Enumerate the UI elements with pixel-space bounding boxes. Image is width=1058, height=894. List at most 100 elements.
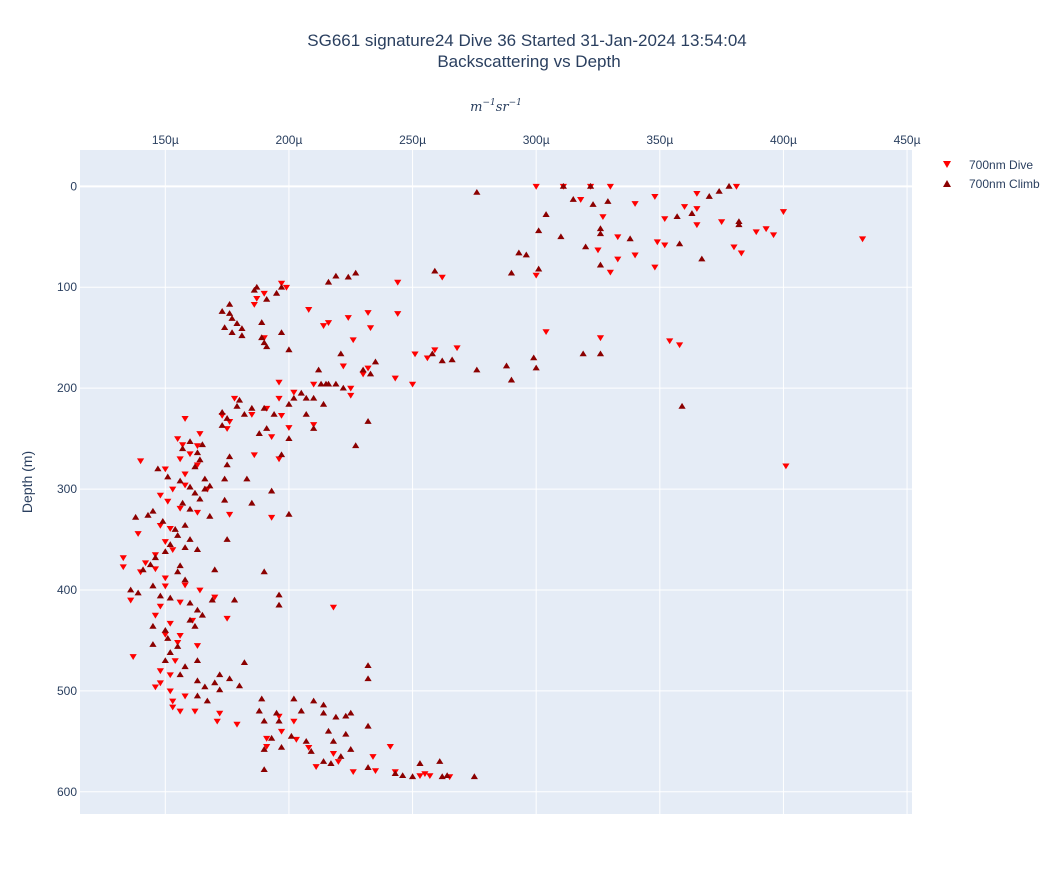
dive-point — [391, 375, 399, 382]
dive-point — [216, 710, 224, 717]
climb-point — [193, 449, 202, 456]
dive-point — [156, 492, 164, 499]
legend-item-climb[interactable]: 700nm Climb — [943, 177, 1040, 191]
dive-point — [250, 301, 258, 308]
climb-point — [186, 505, 194, 512]
climb-point — [221, 324, 229, 331]
climb-point — [191, 463, 199, 470]
dive-point — [275, 456, 283, 463]
climb-point — [223, 415, 231, 421]
dive-point — [193, 509, 202, 516]
climb-point — [310, 394, 318, 401]
legend-dive-label: 700nm Dive — [969, 158, 1033, 172]
dive-point — [614, 256, 622, 263]
climb-point — [297, 389, 305, 396]
y-tick-label: 0 — [70, 179, 77, 193]
climb-point — [181, 576, 189, 583]
dive-point — [129, 654, 137, 660]
climb-point — [399, 772, 407, 779]
climb-point — [285, 510, 293, 517]
x-tick-label: 250µ — [399, 133, 426, 147]
climb-point — [230, 596, 239, 603]
climb-point — [443, 772, 451, 779]
y-tick-label: 600 — [57, 785, 77, 799]
climb-point — [174, 568, 182, 575]
dive-point — [324, 320, 333, 326]
climb-point — [324, 278, 333, 285]
dive-point — [230, 395, 239, 402]
dive-point — [166, 620, 174, 627]
dive-point — [169, 486, 177, 493]
climb-point — [391, 770, 399, 777]
dive-point — [421, 771, 429, 778]
climb-point — [507, 376, 516, 383]
dive-point — [290, 389, 298, 396]
climb-point — [698, 255, 706, 262]
climb-point — [144, 511, 152, 518]
climb-point — [364, 662, 372, 669]
climb-point — [275, 601, 283, 608]
climb-point — [270, 410, 278, 417]
climb-point — [154, 465, 162, 472]
climb-point — [225, 300, 234, 307]
dive-point — [614, 234, 622, 241]
climb-point — [181, 544, 189, 550]
climb-point — [596, 261, 605, 268]
dive-point — [737, 250, 745, 257]
dive-point — [631, 201, 639, 207]
climb-point — [272, 289, 281, 296]
dive-point — [438, 274, 446, 281]
legend: 700nm Dive 700nm Climb — [943, 158, 1040, 191]
climb-point — [364, 418, 372, 424]
legend-item-dive[interactable]: 700nm Dive — [943, 158, 1033, 172]
climb-point — [366, 370, 375, 377]
climb-point — [258, 334, 266, 341]
dive-point — [196, 431, 204, 437]
climb-point — [342, 712, 350, 719]
climb-point — [569, 196, 577, 202]
climb-point — [193, 692, 202, 699]
climb-point — [626, 235, 634, 242]
dive-point — [577, 197, 585, 203]
dive-point — [151, 684, 160, 691]
dive-point — [119, 555, 127, 562]
climb-point — [206, 512, 214, 519]
dive-point — [169, 698, 177, 705]
climb-point — [228, 329, 236, 336]
climb-point — [174, 643, 182, 649]
dive-point — [213, 718, 221, 725]
climb-point — [535, 227, 543, 234]
climb-point — [263, 343, 271, 350]
chart-title: SG661 signature24 Dive 36 Started 31-Jan… — [307, 31, 746, 50]
climb-point — [364, 722, 372, 729]
dive-point — [606, 269, 614, 276]
dive-point — [416, 773, 424, 780]
climb-point — [139, 566, 147, 573]
dive-point — [191, 708, 199, 715]
climb-point — [193, 677, 202, 684]
dive-point — [225, 511, 234, 518]
climb-point — [223, 536, 231, 542]
data-points — [119, 182, 867, 781]
dive-point — [431, 347, 439, 354]
climb-point — [287, 732, 295, 739]
dive-point — [166, 526, 174, 532]
climb-point — [186, 616, 194, 623]
dive-point — [156, 603, 164, 610]
x-tick-label: 200µ — [275, 133, 302, 147]
climb-point — [181, 663, 189, 670]
climb-point — [235, 682, 244, 689]
dive-point — [166, 688, 174, 695]
dive-point — [594, 247, 602, 254]
climb-point — [715, 187, 723, 194]
climb-point — [255, 430, 263, 436]
climb-point — [201, 475, 209, 482]
climb-point — [164, 635, 172, 641]
climb-point — [193, 606, 202, 613]
climb-point — [250, 286, 258, 293]
climb-point — [268, 734, 276, 741]
climb-point — [260, 568, 268, 575]
dive-point — [223, 615, 231, 622]
climb-point — [290, 695, 298, 702]
climb-point — [179, 499, 187, 506]
